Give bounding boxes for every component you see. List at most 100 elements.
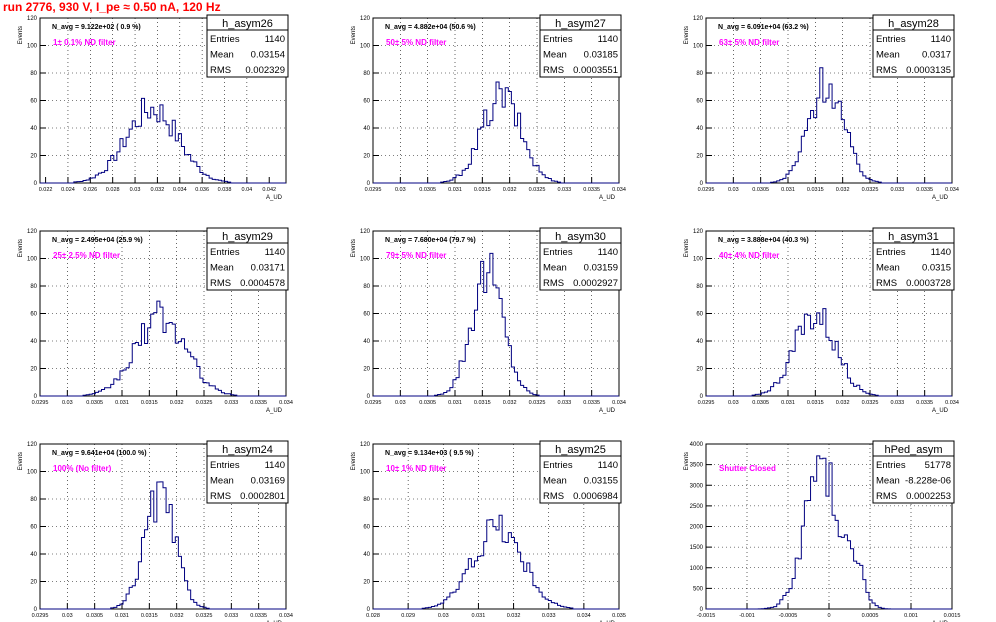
x-tick-label: 0.03: [728, 400, 739, 406]
x-tick-label: 0.028: [366, 613, 380, 619]
stats-box: [872, 440, 955, 504]
x-tick-label: 0.033: [224, 400, 238, 406]
stats-value: 0.0002253: [906, 491, 951, 502]
stats-key: Entries: [210, 34, 240, 45]
stats-key: Mean: [543, 263, 567, 274]
stats-key: RMS: [543, 65, 564, 76]
x-tick-label: 0.0315: [474, 187, 491, 193]
x-tick-label: 0.034: [279, 400, 293, 406]
y-tick-label: 120: [693, 16, 704, 22]
y-tick-label: 100: [360, 257, 371, 263]
navg-label: N_avg = 7.680e+04 (79.7 %): [385, 237, 476, 244]
stats-value: 0.0003551: [573, 65, 618, 76]
x-tick-label: 0.04: [242, 187, 253, 193]
stats-key: RMS: [876, 65, 897, 76]
y-tick-label: 20: [30, 580, 37, 586]
filter-label: 79± 5% ND filter: [386, 251, 446, 260]
x-tick-label: 0.038: [218, 187, 232, 193]
stats-key: Mean: [543, 476, 567, 487]
stats-value: 0.0003728: [906, 278, 951, 289]
x-tick-label: 0.0325: [862, 187, 879, 193]
x-tick-label: 0.0305: [752, 187, 769, 193]
y-axis-label: Events: [18, 26, 24, 44]
x-tick-label: 0.033: [542, 613, 556, 619]
stats-key: Mean: [210, 50, 234, 61]
y-tick-label: 60: [30, 525, 37, 531]
x-tick-label: 0: [827, 613, 830, 619]
navg-label: N_avg = 3.888e+04 (40.3 %): [718, 237, 809, 244]
histogram-line-h_asym28: [706, 67, 952, 184]
y-tick-label: 60: [363, 312, 370, 318]
stats-value: 0.03185: [584, 50, 618, 61]
y-tick-label: 80: [363, 284, 370, 290]
y-tick-label: 60: [363, 99, 370, 105]
histogram-panel-h_asym24: 0 20 40 60 80 100 120 0.0295 0.03 0.0305 0.031 0.03…: [18, 440, 293, 622]
x-tick-label: 0.031: [448, 187, 462, 193]
y-tick-label: 60: [363, 525, 370, 531]
histogram-name: h_asym27: [555, 18, 606, 30]
filter-label: Shutter Closed: [719, 464, 776, 473]
y-tick-label: 20: [363, 367, 370, 373]
y-tick-label: 120: [27, 229, 38, 235]
stats-key: Entries: [210, 460, 240, 471]
y-tick-label: 100: [27, 470, 38, 476]
histogram-name: h_asym28: [888, 18, 939, 30]
histogram-line-h_asym24: [40, 481, 286, 610]
y-axis-label: Events: [18, 239, 24, 257]
x-tick-label: 0.032: [507, 613, 521, 619]
y-tick-label: 40: [30, 339, 37, 345]
stats-key: RMS: [543, 278, 564, 289]
y-tick-label: 120: [360, 16, 371, 22]
y-tick-label: 40: [696, 339, 703, 345]
histogram-line-h_asym31: [706, 308, 952, 397]
stats-value: 0.0003135: [906, 65, 951, 76]
x-tick-label: 0.0295: [32, 613, 49, 619]
x-tick-label: 0.0015: [944, 613, 961, 619]
y-axis-label: Events: [684, 452, 690, 470]
y-tick-label: 80: [30, 497, 37, 503]
y-axis-label: Events: [351, 26, 357, 44]
y-tick-label: 60: [696, 312, 703, 318]
navg-label: N_avg = 9.134e+03 ( 9.5 %): [385, 450, 474, 457]
y-tick-label: 100: [360, 44, 371, 50]
x-tick-label: 0.03: [130, 187, 141, 193]
x-tick-label: 0.034: [173, 187, 187, 193]
stats-value: 1140: [931, 34, 951, 45]
stats-value: 0.002329: [245, 65, 285, 76]
x-axis-label: A_UD: [599, 408, 616, 414]
x-tick-label: 0.036: [195, 187, 209, 193]
histogram-panel-h_asym30: 0 20 40 60 80 100 120 0.0295 0.03 0.0305 0.031 0.03…: [351, 227, 626, 414]
x-tick-label: 0.033: [890, 187, 904, 193]
x-tick-label: 0.0315: [141, 613, 158, 619]
y-tick-label: 0: [700, 607, 704, 613]
y-tick-label: 3000: [690, 483, 704, 489]
histogram-name: hPed_asym: [884, 444, 942, 456]
stats-value: 0.03155: [584, 476, 618, 487]
histogram-line-h_asym30: [373, 252, 619, 397]
x-tick-label: 0.026: [83, 187, 97, 193]
x-tick-label: 0.034: [612, 400, 626, 406]
x-tick-label: 0.033: [557, 187, 571, 193]
stats-value: 1140: [598, 34, 618, 45]
x-axis-label: A_UD: [266, 195, 283, 201]
y-tick-label: 2500: [690, 504, 704, 510]
stats-value: 0.03171: [251, 263, 285, 274]
x-tick-label: 0.0325: [529, 400, 546, 406]
y-tick-label: 100: [693, 257, 704, 263]
y-tick-label: 20: [696, 367, 703, 373]
x-tick-label: 0.03: [438, 613, 449, 619]
stats-key: Entries: [210, 247, 240, 258]
x-tick-label: 0.034: [945, 400, 959, 406]
x-tick-label: 0.0325: [862, 400, 879, 406]
stats-value: 1140: [598, 247, 618, 258]
x-tick-label: 0.032: [836, 400, 850, 406]
stats-box: [206, 440, 289, 504]
stats-box: [539, 440, 622, 504]
x-tick-label: 0.0335: [250, 400, 267, 406]
y-tick-label: 60: [30, 312, 37, 318]
x-tick-label: 0.0335: [250, 613, 267, 619]
x-tick-label: 0.024: [61, 187, 75, 193]
histogram-panel-h_asym31: 0 20 40 60 80 100 120 0.0295 0.03 0.0305 0.031 0.03…: [684, 227, 959, 414]
x-tick-label: 0.0305: [419, 187, 436, 193]
y-tick-label: 60: [30, 99, 37, 105]
